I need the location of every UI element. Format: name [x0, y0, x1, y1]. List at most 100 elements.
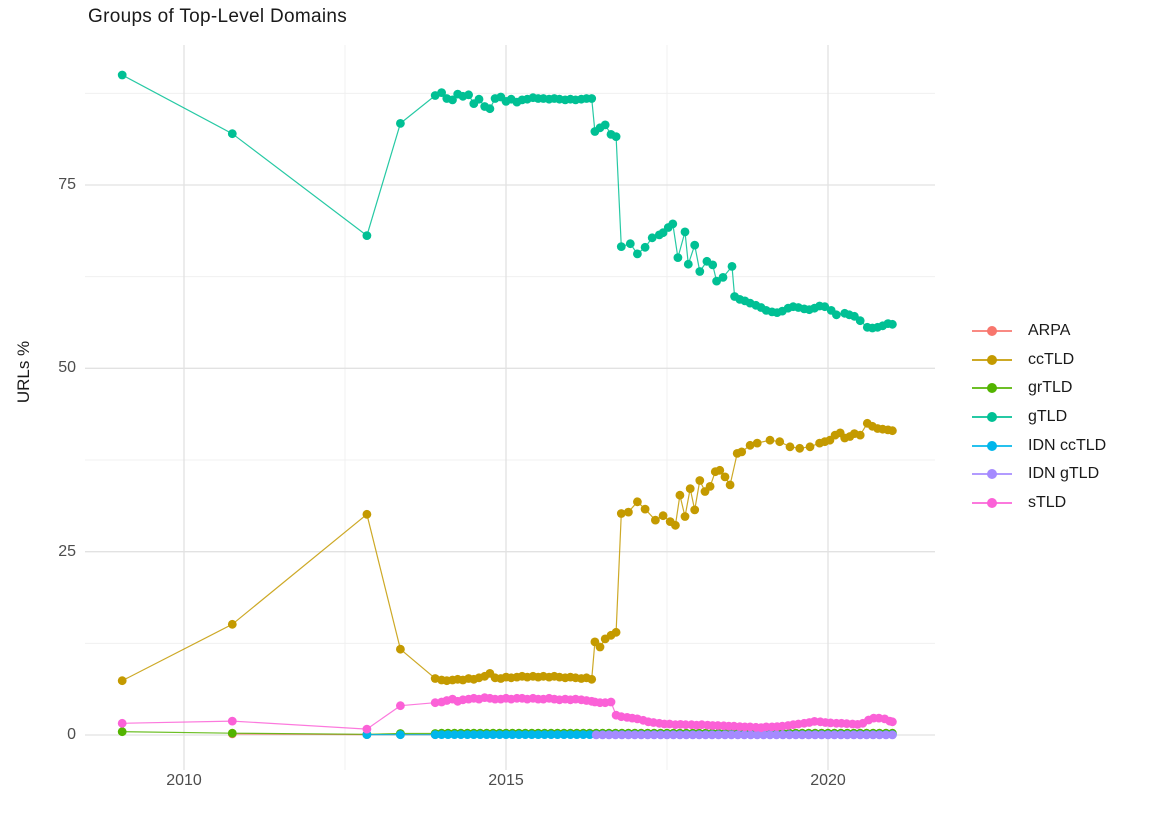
data-point — [611, 627, 621, 637]
data-point — [463, 730, 472, 739]
data-point — [708, 260, 718, 270]
data-point — [881, 730, 891, 740]
data-point — [591, 730, 601, 740]
data-point — [585, 730, 595, 739]
data-point — [362, 724, 372, 734]
data-point — [630, 730, 640, 740]
legend-key-swatch-icon — [972, 382, 1012, 394]
data-point — [791, 730, 801, 740]
data-point — [669, 730, 678, 740]
x-tick-label: 2010 — [166, 772, 202, 789]
data-point — [540, 730, 549, 739]
data-point — [810, 730, 820, 740]
data-point — [578, 730, 588, 739]
data-point — [720, 730, 730, 740]
data-point — [448, 95, 457, 105]
data-point — [778, 730, 788, 740]
data-point — [600, 120, 610, 130]
data-point — [688, 730, 698, 740]
data-point — [117, 676, 127, 686]
data-point — [675, 730, 685, 740]
data-point — [888, 319, 897, 329]
data-point — [546, 730, 556, 739]
data-point — [720, 472, 730, 482]
legend-item-arpa: ARPA — [972, 317, 1106, 346]
legend-label: grTLD — [1028, 379, 1073, 397]
data-point — [396, 644, 405, 654]
data-point — [745, 440, 755, 450]
data-point — [636, 730, 646, 740]
data-point — [680, 512, 690, 521]
data-point — [746, 730, 756, 740]
series-stld — [117, 693, 897, 734]
data-point — [752, 730, 762, 740]
data-point — [469, 730, 479, 739]
legend-key-swatch-icon — [972, 354, 1012, 366]
data-point — [624, 730, 633, 740]
data-point — [430, 730, 440, 740]
data-point — [362, 509, 372, 519]
data-point — [862, 730, 871, 740]
legend-item-stld: sTLD — [972, 489, 1106, 518]
data-point — [690, 240, 700, 250]
legend-key-swatch-icon — [972, 468, 1012, 480]
data-point — [662, 730, 672, 740]
data-point — [633, 249, 642, 259]
data-point — [227, 728, 237, 738]
data-point — [587, 94, 597, 103]
data-point — [765, 435, 775, 445]
data-point — [495, 730, 504, 739]
series-idn-gtld — [591, 730, 897, 740]
x-tick-label: 2015 — [488, 772, 524, 789]
data-point — [759, 730, 768, 740]
data-point — [443, 730, 453, 739]
data-point — [508, 730, 517, 739]
data-point — [694, 730, 704, 740]
legend-item-gtld: gTLD — [972, 403, 1106, 432]
data-point — [671, 520, 680, 530]
data-point — [396, 119, 405, 128]
data-point — [117, 718, 127, 728]
legend-label: gTLD — [1028, 408, 1068, 426]
data-point — [396, 730, 405, 740]
legend-item-idn-gtld: IDN gTLD — [972, 460, 1106, 489]
data-point — [718, 273, 728, 282]
data-point — [482, 730, 492, 739]
data-point — [501, 730, 511, 739]
data-point — [514, 730, 524, 739]
data-point — [227, 129, 237, 139]
legend-key-swatch-icon — [972, 497, 1012, 509]
data-point — [714, 730, 723, 740]
data-point — [572, 730, 582, 739]
data-point — [673, 253, 683, 262]
data-point — [832, 310, 841, 320]
data-point — [705, 482, 715, 491]
data-point — [727, 262, 737, 271]
data-point — [625, 239, 635, 249]
data-point — [643, 730, 653, 740]
data-point — [606, 697, 616, 707]
data-point — [566, 730, 575, 739]
y-tick-label: 75 — [58, 176, 76, 193]
data-point — [685, 484, 695, 493]
data-point — [701, 730, 710, 740]
data-point — [640, 504, 650, 514]
data-point — [727, 730, 736, 740]
data-point — [520, 730, 530, 739]
data-point — [617, 730, 627, 740]
x-tick-label: 2020 — [810, 772, 846, 789]
data-point — [437, 730, 446, 739]
data-point — [875, 730, 884, 740]
legend-key-swatch-icon — [972, 411, 1012, 423]
legend-key-swatch-icon — [972, 325, 1012, 337]
legend-label: IDN gTLD — [1028, 465, 1100, 483]
data-point — [690, 505, 700, 515]
data-point — [775, 437, 785, 447]
series-gtld — [117, 70, 897, 333]
data-point — [616, 242, 626, 252]
legend-label: IDN ccTLD — [1028, 436, 1107, 454]
data-point — [715, 465, 725, 475]
data-point — [681, 730, 691, 740]
data-point — [823, 730, 833, 740]
data-point — [855, 430, 865, 440]
